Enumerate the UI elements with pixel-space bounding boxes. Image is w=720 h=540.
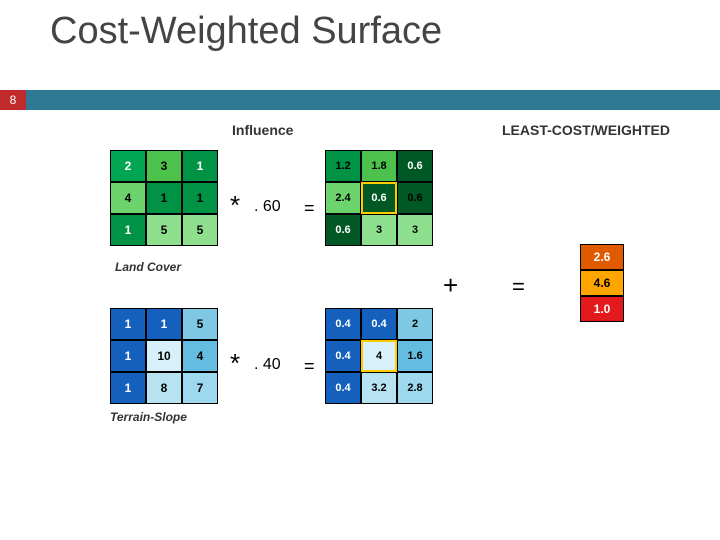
grid-cell: 5 — [182, 308, 218, 340]
grid-cell: 3 — [397, 214, 433, 246]
grid-cell: 1 — [146, 182, 182, 214]
grid-cell: 1 — [110, 340, 146, 372]
grid-cell: 0.4 — [361, 308, 397, 340]
operator-eq-3: = — [512, 274, 525, 300]
grid-cell: 1.6 — [397, 340, 433, 372]
grid-cell: 0.4 — [325, 340, 361, 372]
operator-eq-2: = — [304, 356, 315, 377]
grid-terrain-output: 0.40.420.441.60.43.22.8 — [325, 308, 433, 404]
grid-cell: 0.6 — [397, 182, 433, 214]
slide-title: Cost-Weighted Surface — [50, 10, 442, 53]
grid-cell: 1.8 — [361, 150, 397, 182]
result-cell: 1.0 — [580, 296, 624, 322]
label-land-cover: Land Cover — [115, 260, 181, 274]
grid-cell: 2 — [110, 150, 146, 182]
grid-cell: 5 — [182, 214, 218, 246]
operator-eq-1: = — [304, 198, 315, 219]
result-cell: 4.6 — [580, 270, 624, 296]
grid-cell: 0.6 — [325, 214, 361, 246]
weight-2: . 40 — [254, 356, 281, 374]
grid-cell: 1 — [182, 182, 218, 214]
grid-cell: 1 — [110, 214, 146, 246]
result-cell: 2.6 — [580, 244, 624, 270]
grid-terrain-input: 1151104187 — [110, 308, 218, 404]
grid-cell: 8 — [146, 372, 182, 404]
slide-number-badge: 8 — [0, 90, 26, 110]
grid-cell: 2.8 — [397, 372, 433, 404]
label-influence: Influence — [232, 122, 293, 138]
grid-cell: 4 — [110, 182, 146, 214]
grid-cell: 1 — [110, 372, 146, 404]
operator-mult-2: * — [230, 348, 240, 379]
grid-cell: 1 — [110, 308, 146, 340]
accent-bar — [0, 90, 720, 110]
grid-cell: 10 — [146, 340, 182, 372]
grid-cell: 5 — [146, 214, 182, 246]
grid-cell: 1 — [182, 150, 218, 182]
grid-cell: 1.2 — [325, 150, 361, 182]
operator-plus: + — [443, 270, 458, 301]
grid-cell: 0.4 — [325, 308, 361, 340]
grid-cell: 3 — [361, 214, 397, 246]
label-terrain-slope: Terrain-Slope — [110, 410, 187, 424]
grid-cell: 3.2 — [361, 372, 397, 404]
grid-cell: 1 — [146, 308, 182, 340]
grid-cell: 0.6 — [397, 150, 433, 182]
weight-1: . 60 — [254, 198, 281, 216]
grid-cell: 0.4 — [325, 372, 361, 404]
grid-cell: 4 — [182, 340, 218, 372]
operator-mult-1: * — [230, 190, 240, 221]
grid-cell: 3 — [146, 150, 182, 182]
grid-cell: 7 — [182, 372, 218, 404]
grid-cell: 4 — [361, 340, 397, 372]
grid-land-cover-output: 1.21.80.62.40.60.60.633 — [325, 150, 433, 246]
grid-cell: 2 — [397, 308, 433, 340]
grid-cell: 0.6 — [361, 182, 397, 214]
result-column: 2.64.61.0 — [580, 244, 624, 322]
label-least-cost: LEAST-COST/WEIGHTED — [502, 122, 670, 138]
grid-cell: 2.4 — [325, 182, 361, 214]
grid-land-cover-input: 231411155 — [110, 150, 218, 246]
